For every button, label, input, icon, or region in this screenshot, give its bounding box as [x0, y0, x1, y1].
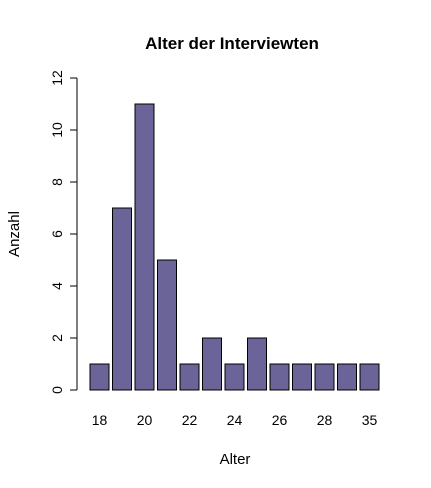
x-tick-label: 22 — [182, 412, 198, 428]
bar-28 — [314, 363, 335, 391]
x-tick-label: 18 — [92, 412, 108, 428]
bar-35 — [359, 363, 380, 391]
bar-24 — [224, 363, 245, 391]
y-tick-label: 8 — [49, 178, 65, 186]
y-tick-label: 10 — [49, 122, 65, 138]
x-axis-tick-labels: 18 20 22 24 26 28 35 — [92, 412, 378, 428]
y-tick-label: 6 — [49, 230, 65, 238]
y-axis: 0 2 4 6 8 10 12 — [49, 70, 78, 394]
bar-27 — [292, 363, 312, 391]
bar-30 — [337, 363, 357, 391]
x-tick-label: 28 — [317, 412, 333, 428]
bar-18 — [89, 363, 110, 391]
y-tick-label: 4 — [49, 282, 65, 290]
bar-19 — [112, 207, 132, 391]
bar-25 — [247, 337, 267, 391]
bar-21 — [157, 259, 177, 391]
bar-23 — [202, 337, 222, 391]
x-tick-label: 20 — [137, 412, 153, 428]
x-axis-label: Alter — [220, 451, 251, 468]
y-tick-label: 2 — [49, 334, 65, 342]
bar-20 — [134, 103, 155, 391]
y-tick-label: 12 — [49, 70, 65, 86]
x-tick-label: 35 — [362, 412, 378, 428]
y-axis-label: Anzahl — [6, 211, 23, 257]
bar-22 — [179, 363, 200, 391]
chart-title: Alter der Interviewten — [145, 34, 319, 53]
bars — [89, 103, 380, 391]
y-tick-label: 0 — [49, 386, 65, 394]
bar-26 — [269, 363, 290, 391]
x-tick-label: 26 — [272, 412, 288, 428]
x-tick-label: 24 — [227, 412, 243, 428]
